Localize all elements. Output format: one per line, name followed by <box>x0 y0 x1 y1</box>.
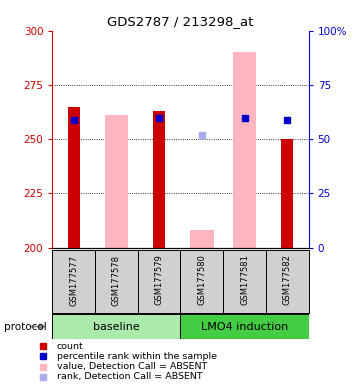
Text: percentile rank within the sample: percentile rank within the sample <box>57 352 217 361</box>
Bar <box>52 314 180 339</box>
Text: GSM177581: GSM177581 <box>240 255 249 305</box>
Text: baseline: baseline <box>93 321 140 332</box>
Bar <box>266 250 309 313</box>
Text: LMO4 induction: LMO4 induction <box>201 321 288 332</box>
Text: rank, Detection Call = ABSENT: rank, Detection Call = ABSENT <box>57 372 203 381</box>
Bar <box>105 115 128 248</box>
Bar <box>153 111 165 248</box>
Bar <box>233 52 256 248</box>
Bar <box>180 250 223 313</box>
Text: count: count <box>57 342 84 351</box>
Text: value, Detection Call = ABSENT: value, Detection Call = ABSENT <box>57 362 207 371</box>
Bar <box>68 107 80 248</box>
Text: GSM177580: GSM177580 <box>197 255 206 305</box>
Text: GSM177579: GSM177579 <box>155 255 164 305</box>
Title: GDS2787 / 213298_at: GDS2787 / 213298_at <box>107 15 254 28</box>
Bar <box>95 250 138 313</box>
Text: protocol: protocol <box>4 321 46 332</box>
Bar <box>138 250 180 313</box>
Text: GSM177582: GSM177582 <box>283 255 292 305</box>
Bar <box>190 230 214 248</box>
Bar <box>180 314 309 339</box>
Bar <box>223 250 266 313</box>
Bar <box>52 250 95 313</box>
Bar <box>281 139 293 248</box>
Text: GSM177577: GSM177577 <box>69 255 78 306</box>
Text: GSM177578: GSM177578 <box>112 255 121 306</box>
